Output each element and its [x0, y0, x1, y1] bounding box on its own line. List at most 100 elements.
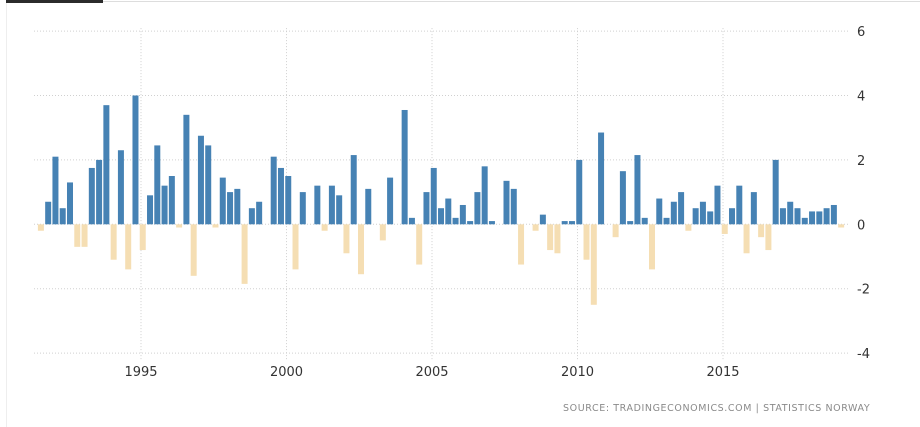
bar [459, 204, 466, 225]
bar [539, 214, 546, 225]
bar [401, 109, 408, 225]
x-tick-label: 1995 [124, 365, 157, 380]
bar [576, 159, 583, 225]
bar [561, 221, 568, 225]
bar [256, 201, 263, 225]
bar [583, 224, 590, 260]
source-credit: SOURCE: TRADINGECONOMICS.COM | STATISTIC… [563, 403, 871, 414]
bar [678, 192, 685, 225]
bar [627, 221, 634, 225]
bar [321, 224, 328, 231]
bar [139, 224, 146, 251]
bar [481, 166, 488, 225]
bar [430, 167, 437, 225]
bar [132, 95, 139, 225]
bar [467, 221, 474, 225]
bar [205, 145, 212, 225]
bar [103, 105, 110, 225]
bar [197, 135, 204, 225]
y-axis-ticks: 6 4 2 0 -2 -4 [857, 25, 870, 362]
bar [721, 224, 728, 234]
bar [117, 150, 124, 225]
bar [794, 208, 801, 225]
x-tick-label: 2015 [706, 365, 739, 380]
bar [154, 145, 161, 225]
bar [234, 188, 241, 225]
bar [779, 208, 786, 225]
bar [45, 201, 52, 225]
bar [227, 192, 234, 225]
bar [823, 208, 830, 225]
bar [416, 224, 423, 265]
bar [598, 132, 605, 225]
bar [219, 177, 226, 225]
bar [750, 192, 757, 225]
bar [438, 208, 445, 225]
bar [285, 176, 292, 225]
bar [743, 224, 750, 254]
bar [510, 188, 517, 225]
bar [729, 208, 736, 225]
x-tick-label: 2010 [561, 365, 594, 380]
bar [328, 185, 335, 225]
bar [336, 195, 343, 225]
x-tick-label: 2000 [270, 365, 303, 380]
bar [379, 224, 386, 241]
bar [190, 224, 197, 276]
bar [612, 224, 619, 238]
bar [707, 211, 714, 225]
bar [736, 185, 743, 225]
bar [168, 176, 175, 225]
y-tick-label: -4 [857, 347, 870, 362]
bars [37, 95, 845, 305]
bar [554, 224, 561, 254]
bar [270, 156, 277, 225]
y-tick-label: -2 [857, 283, 870, 298]
bar [488, 221, 495, 225]
bar [350, 155, 357, 225]
bar [387, 177, 394, 225]
frame-top-border [103, 1, 920, 2]
bar [699, 201, 706, 225]
bar [147, 195, 154, 225]
bar [423, 192, 430, 225]
bar [474, 192, 481, 225]
bar [772, 159, 779, 225]
bar [670, 201, 677, 225]
x-axis-ticks: 1995 2000 2005 2010 2015 [124, 365, 739, 380]
bar [838, 224, 845, 228]
frame-left-border [6, 0, 7, 427]
bar [809, 211, 816, 225]
bar [408, 217, 415, 225]
bar [81, 224, 88, 247]
bar [714, 185, 721, 225]
bar [357, 224, 364, 275]
y-tick-label: 0 [857, 218, 865, 233]
bar [634, 155, 641, 225]
bar [365, 188, 372, 225]
bar [758, 224, 765, 238]
bar [590, 224, 597, 305]
bar [765, 224, 772, 251]
bar [656, 198, 663, 225]
bar [445, 198, 452, 225]
bar [619, 171, 626, 225]
y-tick-label: 2 [857, 154, 865, 169]
bar [343, 224, 350, 254]
bar [503, 180, 510, 225]
bar [212, 224, 219, 228]
bar [547, 224, 554, 251]
bar [161, 185, 168, 225]
y-tick-label: 4 [857, 90, 865, 105]
bar [830, 204, 837, 225]
bar [183, 114, 190, 225]
bar [641, 217, 648, 225]
bar [801, 217, 808, 225]
bar [292, 224, 299, 270]
bar [241, 224, 248, 284]
bar [787, 201, 794, 225]
bar [277, 167, 284, 225]
bar [125, 224, 132, 270]
active-tab-indicator [6, 0, 103, 3]
